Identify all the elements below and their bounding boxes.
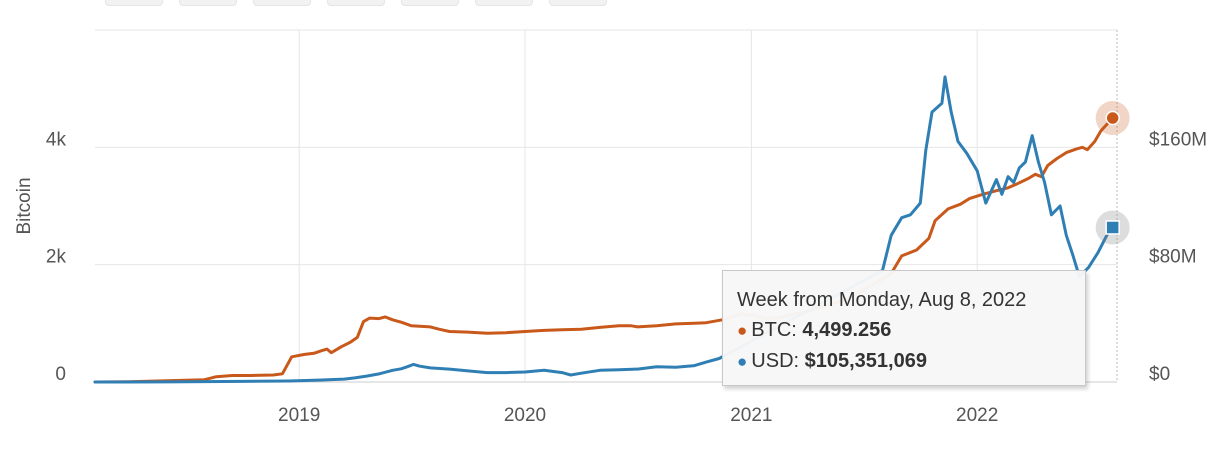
tooltip-btc-row: ● BTC: 4,499.256	[737, 315, 1085, 346]
toolbar-tab[interactable]	[105, 0, 163, 6]
toolbar-tab[interactable]	[401, 0, 459, 6]
y-right-tick-label: $160M	[1149, 129, 1207, 150]
x-tick-label: 2019	[278, 405, 320, 426]
toolbar-tab[interactable]	[327, 0, 385, 6]
tooltip-title: Week from Monday, Aug 8, 2022	[737, 289, 1027, 311]
y-left-tick-label: 2k	[46, 247, 67, 268]
axes: 0 2k 4k $0 $80M $160M 2019 2020 2021 2022 Bitcoin	[14, 129, 1207, 426]
y-left-tick-label: 4k	[46, 129, 67, 150]
tooltip-btc-value: 4,499.256	[802, 319, 892, 341]
toolbar-tab[interactable]	[179, 0, 237, 6]
y-right-tick-label: $80M	[1149, 247, 1197, 268]
toolbar-tab[interactable]	[475, 0, 533, 6]
btc-dot-icon: ●	[737, 321, 748, 340]
y-left-tick-label: 0	[55, 364, 66, 385]
tooltip: Week from Monday, Aug 8, 2022 ● BTC: 4,49…	[722, 270, 1086, 386]
tooltip-btc-label: BTC:	[751, 319, 803, 341]
usd-marker-point	[1105, 220, 1120, 235]
x-tick-label: 2020	[504, 405, 546, 426]
hover-markers	[1095, 101, 1130, 245]
tooltip-usd-row: ● USD: $105,351,069	[737, 346, 1085, 377]
tooltip-usd-value: $105,351,069	[804, 350, 927, 372]
tooltip-usd-label: USD:	[751, 350, 805, 372]
x-tick-label: 2022	[956, 405, 998, 426]
x-tick-label: 2021	[730, 405, 772, 426]
y-right-tick-label: $0	[1149, 364, 1170, 385]
toolbar-tab[interactable]	[549, 0, 607, 6]
series-line-btc	[93, 116, 1115, 384]
btc-marker-point	[1105, 110, 1120, 126]
y-axis-title: Bitcoin	[14, 177, 35, 234]
toolbar-tab[interactable]	[253, 0, 311, 6]
usd-dot-icon: ●	[737, 352, 748, 371]
